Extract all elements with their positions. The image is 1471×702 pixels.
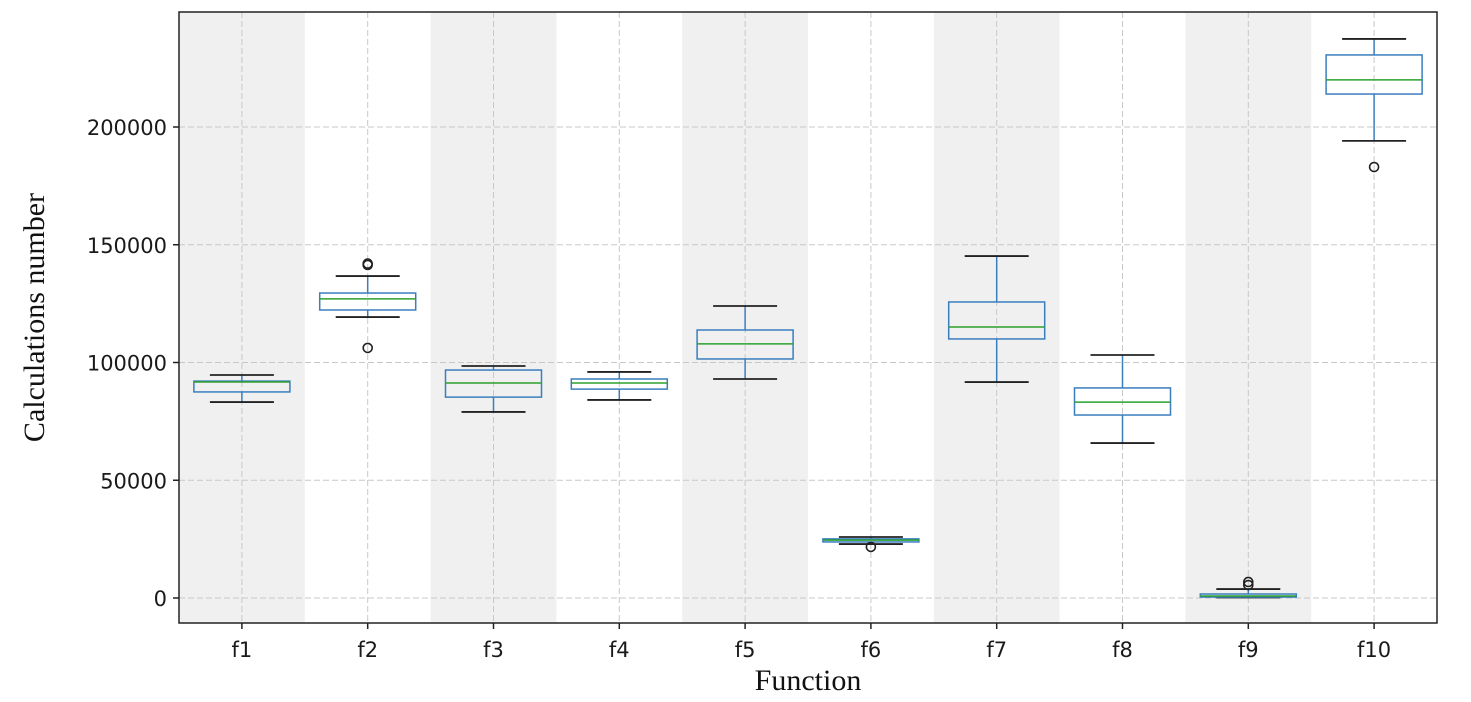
iqr-box (570, 378, 669, 390)
outlier-point (1243, 576, 1254, 588)
outlier-point (362, 258, 374, 269)
x-tick-label: f8 (1112, 638, 1133, 662)
x-tick-label: f5 (735, 638, 756, 662)
x-tick-label: f9 (1238, 638, 1259, 662)
boxes (193, 38, 1423, 599)
y-tick-label: 200000 (87, 116, 167, 140)
box-f9 (1199, 576, 1298, 599)
iqr-box (193, 380, 291, 393)
y-tick-label: 0 (154, 587, 167, 611)
outlier-point (362, 342, 374, 354)
box-f8 (1073, 354, 1172, 444)
outlier-point (1243, 579, 1254, 591)
x-tick-label: f4 (609, 638, 630, 662)
box-f4 (570, 371, 669, 401)
iqr-box (1325, 54, 1423, 95)
y-tick-label: 150000 (87, 234, 167, 258)
x-tick-label: f2 (357, 638, 378, 662)
x-tick-label: f7 (986, 638, 1007, 662)
x-axis: f1 f2 f3 f4 f5 f6 f7 f8 f9 f10 (232, 623, 1391, 662)
box-f2 (318, 258, 417, 354)
y-axis: 0 50000 100000 150000 200000 (87, 116, 179, 611)
x-tick-label: f6 (861, 638, 882, 662)
box-f7 (947, 255, 1046, 383)
x-tick-label: f10 (1357, 638, 1391, 662)
x-tick-label: f3 (483, 638, 504, 662)
y-tick-label: 50000 (100, 469, 167, 493)
y-axis-title: Calculations number (18, 193, 51, 442)
iqr-box (947, 301, 1046, 340)
outlier-point (1368, 161, 1380, 173)
plot-frame (178, 11, 1438, 624)
box-f10 (1325, 38, 1423, 173)
box-f6 (822, 536, 920, 553)
box-f5 (696, 305, 794, 380)
outlier-point (865, 541, 877, 553)
iqr-box (318, 292, 417, 311)
x-axis-title: Function (755, 664, 862, 697)
box-f1 (193, 374, 291, 403)
y-tick-label: 100000 (87, 352, 167, 376)
box-f3 (444, 365, 543, 413)
x-tick-label: f1 (232, 638, 253, 662)
